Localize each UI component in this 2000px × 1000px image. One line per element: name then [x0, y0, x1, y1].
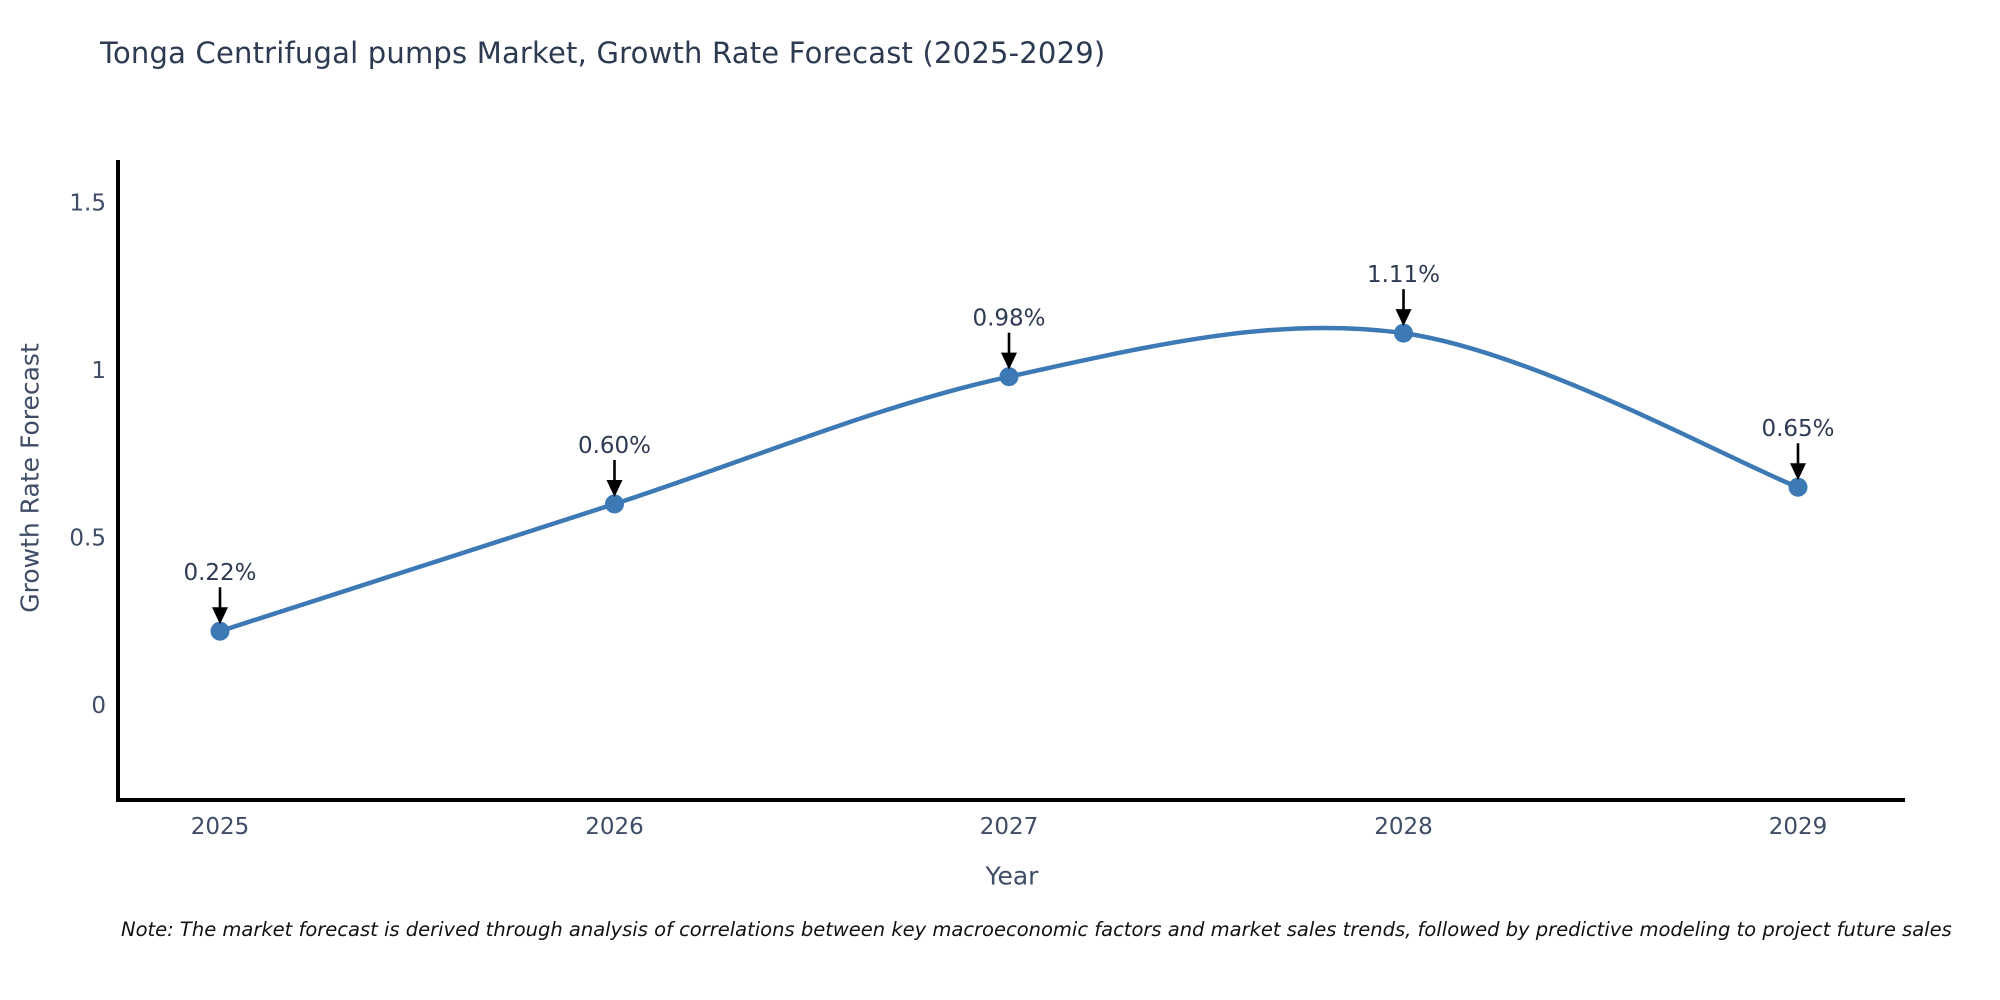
annotation-label: 0.65%	[1761, 416, 1834, 442]
chart-title: Tonga Centrifugal pumps Market, Growth R…	[100, 36, 1106, 70]
y-tick-label: 1.5	[69, 191, 106, 217]
annotation-arrow-head	[1001, 352, 1017, 370]
footnote: Note: The market forecast is derived thr…	[121, 918, 1952, 941]
annotation-arrow-head	[1790, 463, 1806, 481]
y-tick-label: 0	[91, 693, 106, 719]
data-point[interactable]	[1788, 477, 1808, 497]
data-point[interactable]	[210, 621, 230, 641]
data-point[interactable]	[1394, 323, 1413, 343]
y-tick-label: 0.5	[69, 525, 106, 551]
x-tick-label: 2025	[191, 814, 250, 840]
x-tick-label: 2027	[980, 814, 1039, 840]
x-axis-title: Year	[985, 861, 1039, 891]
x-tick-label: 2029	[1769, 814, 1828, 840]
annotation-label: 0.60%	[578, 433, 651, 459]
data-point[interactable]	[605, 494, 624, 514]
annotation-label: 0.22%	[183, 560, 256, 586]
annotation-arrow-head	[212, 607, 228, 625]
x-tick-label: 2026	[585, 814, 644, 840]
annotation-arrow-head	[606, 479, 623, 497]
y-axis-title: Growth Rate Forecast	[15, 343, 45, 613]
annotation-arrow-head	[1395, 309, 1412, 327]
y-tick-label: 1	[91, 358, 106, 384]
annotation-label: 0.98%	[972, 306, 1045, 332]
annotation-label: 1.11%	[1367, 262, 1440, 288]
x-tick-label: 2028	[1374, 814, 1433, 840]
data-point[interactable]	[999, 367, 1019, 387]
